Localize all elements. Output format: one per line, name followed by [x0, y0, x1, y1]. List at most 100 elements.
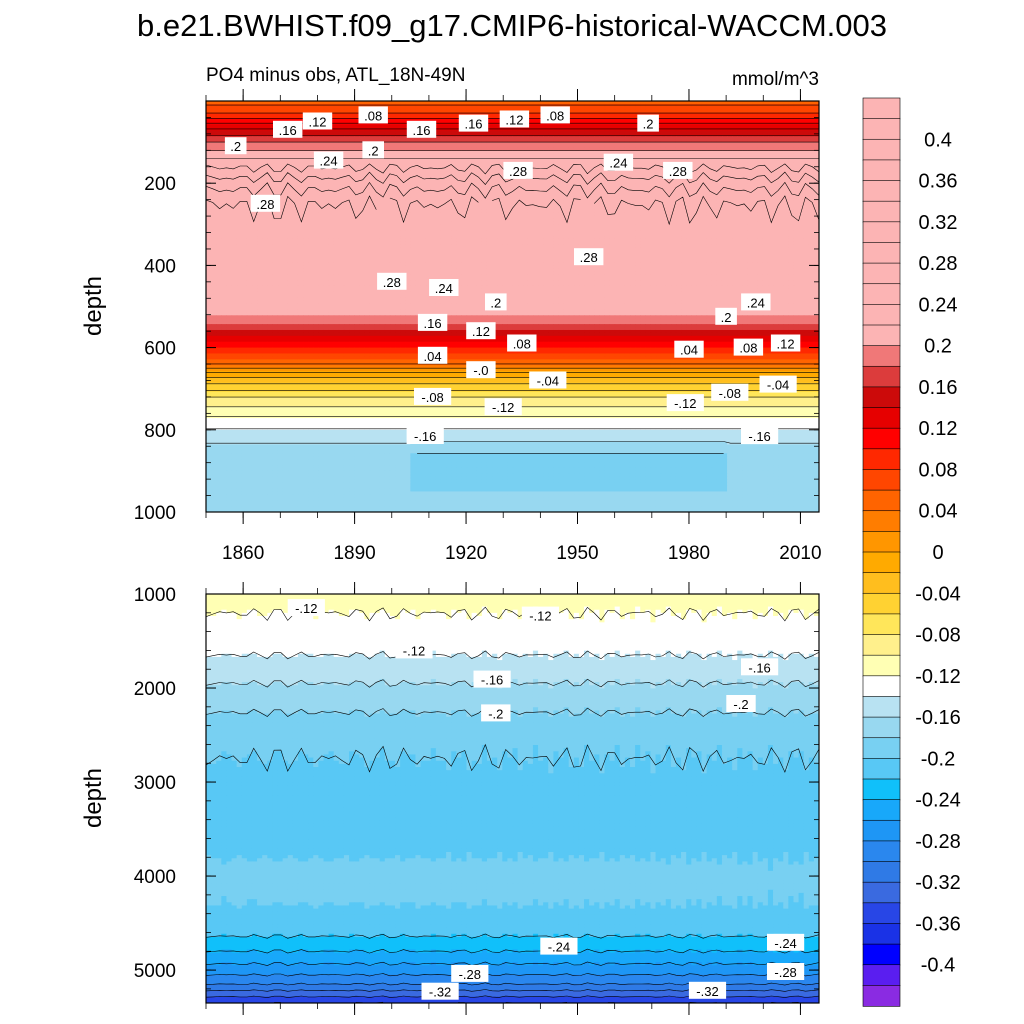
upper-field-cell: [711, 130, 718, 134]
upper-field-cell: [251, 101, 258, 105]
upper-field-cell: [221, 118, 228, 123]
upper-field-cell: [762, 112, 769, 117]
upper-field-cell: [389, 112, 396, 117]
upper-field-cell: [338, 133, 345, 137]
upper-field-cell: [686, 118, 692, 123]
upper-field-cell: [813, 112, 819, 117]
upper-field-cell: [384, 133, 391, 137]
upper-field-cell: [389, 124, 396, 129]
upper-field-cell: [716, 106, 723, 111]
upper-field-cell: [675, 112, 682, 117]
upper-field-cell: [425, 106, 432, 111]
upper-field-cell: [303, 136, 309, 140]
upper-field-cell: [267, 136, 274, 140]
upper-field-cell: [788, 101, 795, 105]
upper-field-cell: [425, 115, 432, 120]
upper-field-cell: [446, 130, 452, 134]
upper-field-cell: [681, 115, 687, 120]
upper-field-cell: [788, 109, 795, 114]
upper-field-cell: [303, 109, 309, 114]
upper-field-cell: [379, 124, 386, 129]
upper-field-cell: [466, 133, 473, 137]
upper-field-cell: [221, 133, 228, 137]
upper-field-cell: [471, 103, 478, 108]
upper-field-cell: [599, 112, 606, 117]
upper-field-cell: [297, 112, 304, 117]
upper-field-cell: [420, 106, 427, 111]
upper-field-cell: [635, 112, 641, 117]
upper-field-cell: [435, 112, 442, 117]
upper-field-cell: [660, 115, 667, 120]
upper-field-cell: [538, 133, 544, 137]
upper-field-cell: [333, 109, 340, 114]
upper-field-cell: [486, 103, 493, 108]
upper-field-cell: [614, 109, 621, 114]
upper-field-cell: [568, 109, 575, 114]
upper-field-cell: [323, 109, 330, 114]
upper-field-cell: [742, 103, 749, 108]
upper-field-cell: [512, 103, 519, 108]
upper-field-cell: [236, 112, 243, 117]
upper-field-cell: [732, 118, 738, 123]
upper-field-cell: [532, 118, 539, 123]
upper-field-cell: [670, 112, 677, 117]
upper-field-cell: [599, 118, 606, 123]
upper-field-cell: [568, 103, 575, 108]
upper-field-cell: [338, 115, 345, 120]
upper-field-cell: [599, 115, 606, 120]
upper-field-cell: [502, 130, 508, 134]
upper-field-cell: [216, 133, 222, 137]
upper-field-cell: [609, 109, 616, 114]
upper-field-cell: [594, 101, 600, 105]
upper-field-cell: [660, 103, 667, 108]
upper-field-cell: [343, 106, 350, 111]
upper-field-cell: [461, 133, 468, 137]
upper-field-cell: [798, 112, 805, 117]
upper-field-cell: [282, 115, 289, 120]
upper-field-cell: [778, 118, 784, 123]
upper-field-cell: [727, 109, 733, 114]
upper-field-cell: [629, 109, 636, 114]
upper-field-cell: [773, 124, 779, 129]
upper-field-cell: [231, 109, 238, 114]
upper-field-cell: [379, 133, 386, 137]
upper-field-cell: [374, 133, 381, 137]
upper-field-cell: [226, 115, 233, 120]
upper-field-cell: [257, 112, 263, 117]
upper-field-cell: [262, 112, 268, 117]
upper-field-cell: [619, 112, 626, 117]
upper-field-cell: [272, 103, 279, 108]
upper-field-cell: [287, 109, 294, 114]
upper-field-cell: [405, 112, 411, 117]
upper-field-cell: [629, 133, 636, 137]
upper-field-cell: [517, 103, 524, 108]
upper-field-cell: [701, 130, 708, 134]
upper-field-cell: [538, 103, 544, 108]
upper-field-cell: [333, 133, 340, 137]
upper-field-cell: [675, 109, 682, 114]
upper-field-cell: [415, 109, 422, 114]
upper-field-cell: [813, 124, 819, 129]
upper-field-cell: [670, 106, 677, 111]
upper-field-cell: [354, 133, 360, 137]
upper-field-cell: [257, 103, 263, 108]
upper-field-cell: [287, 103, 294, 108]
upper-field-cell: [732, 124, 738, 129]
upper-field-cell: [507, 133, 514, 137]
upper-field-cell: [206, 118, 212, 123]
upper-field-cell: [492, 124, 498, 129]
upper-field-cell: [486, 118, 493, 123]
upper-field-cell: [313, 101, 319, 105]
upper-field-cell: [527, 109, 534, 114]
upper-field-cell: [563, 101, 570, 105]
upper-field-cell: [783, 133, 789, 137]
upper-field-cell: [660, 130, 667, 134]
upper-field-cell: [333, 115, 340, 120]
upper-field-cell: [481, 109, 488, 114]
upper-field-cell: [732, 101, 738, 105]
upper-field-cell: [338, 112, 345, 117]
upper-field-cell: [527, 106, 534, 111]
upper-field-cell: [563, 133, 570, 137]
upper-field-cell: [706, 130, 713, 134]
upper-field-cell: [681, 124, 687, 129]
